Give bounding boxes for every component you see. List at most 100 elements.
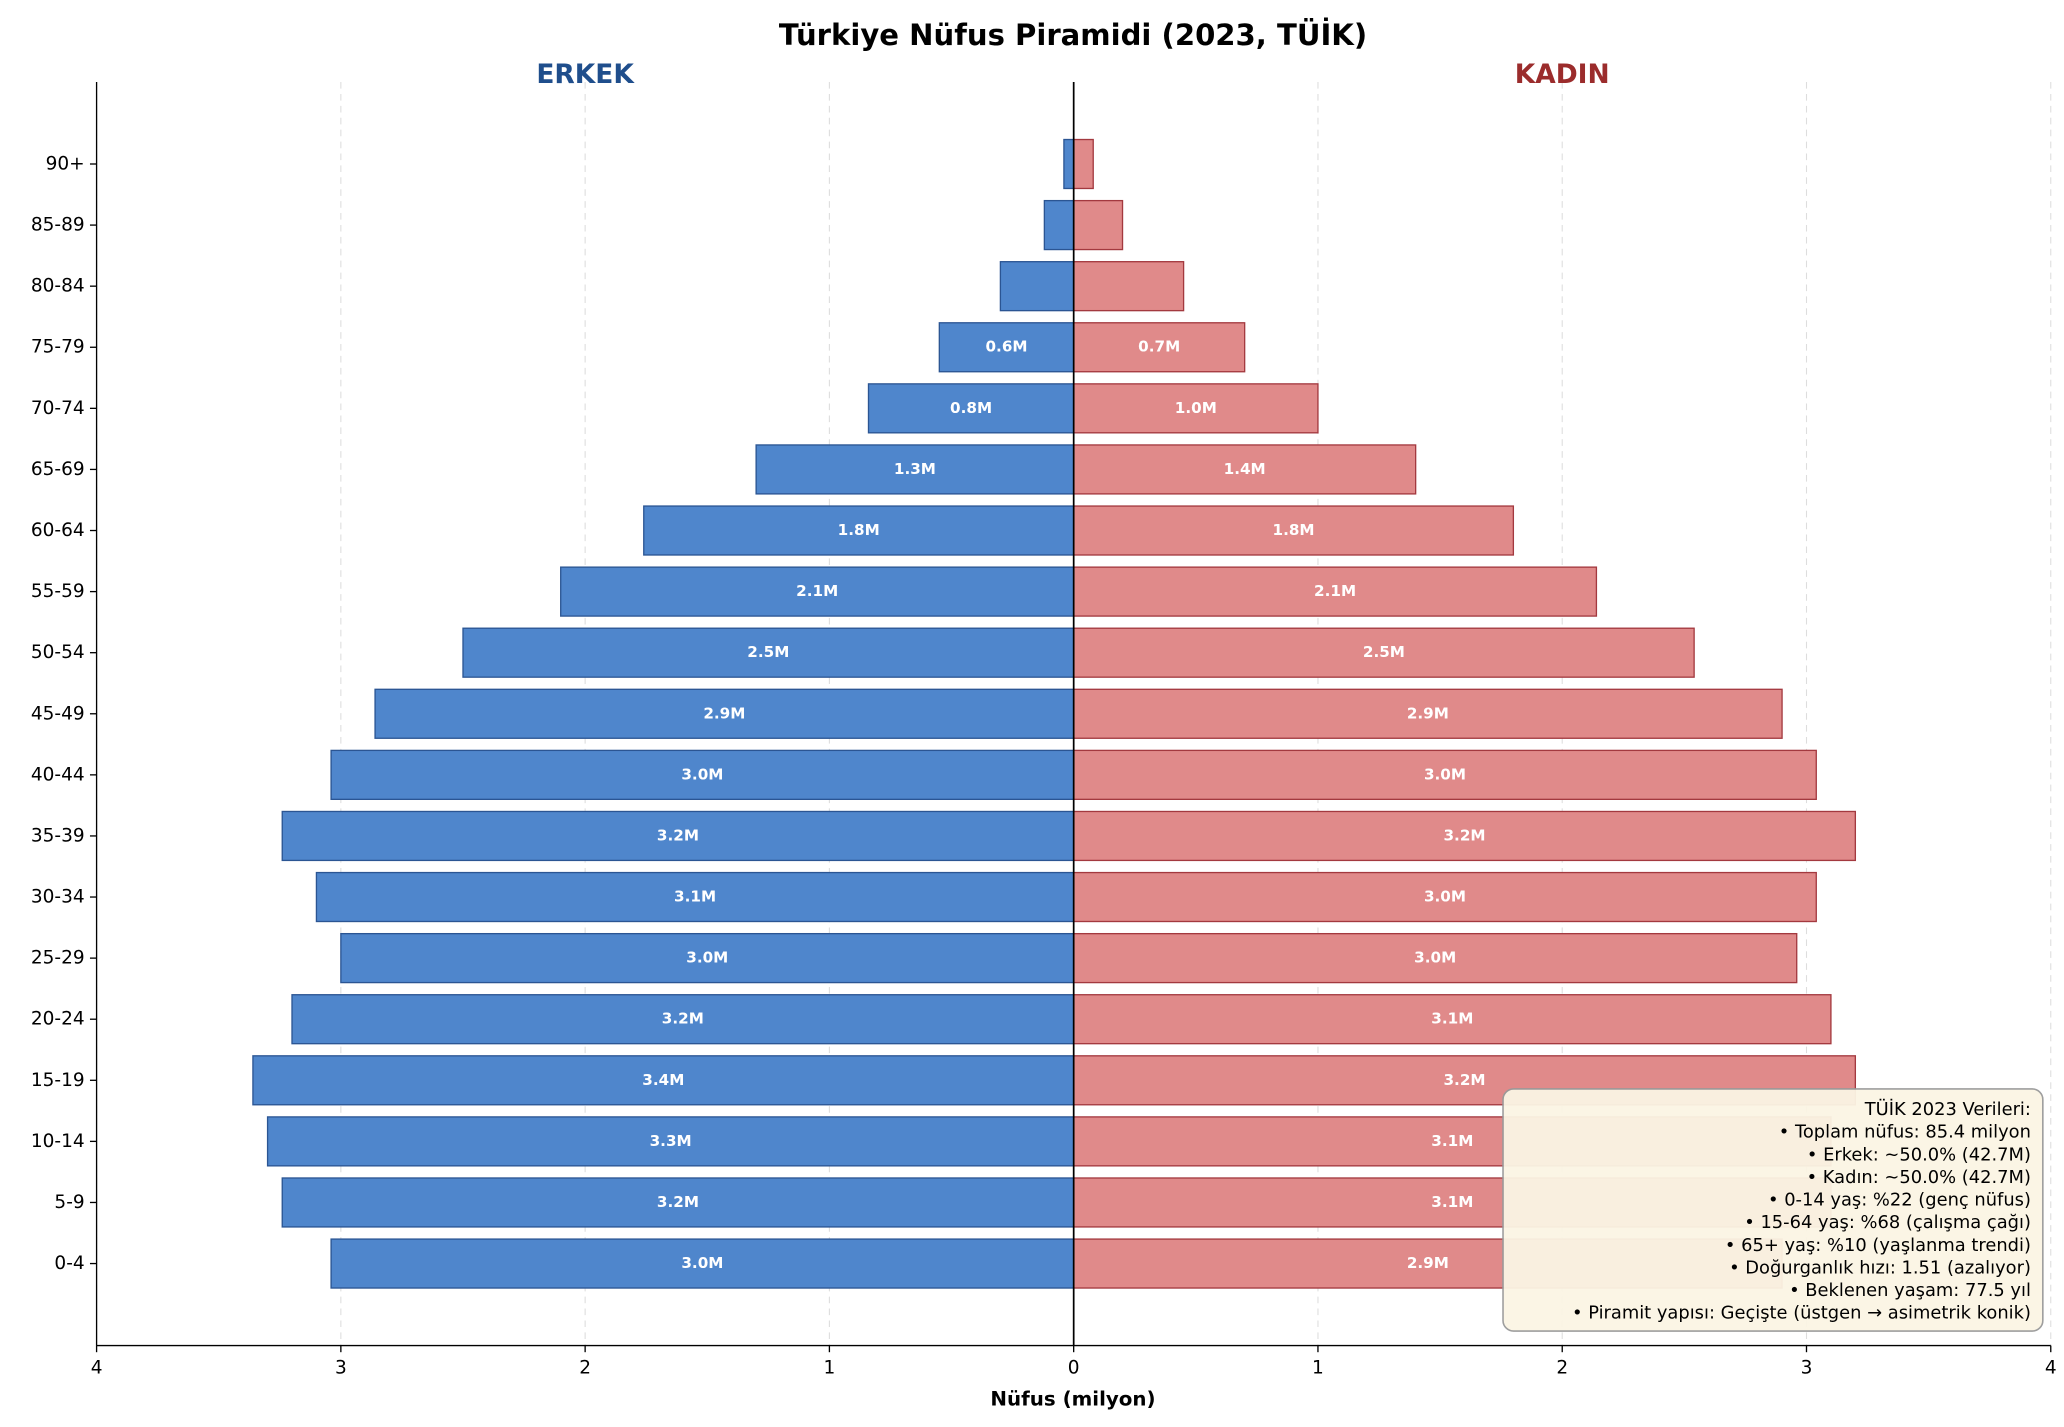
- y-tick-label: 40-44: [31, 764, 85, 785]
- bar: [1043, 199, 1075, 251]
- bar: [1063, 138, 1075, 190]
- bar-label: 3.2M: [662, 1010, 704, 1028]
- y-tick-label: 15-19: [31, 1070, 85, 1091]
- bar-label: 3.3M: [650, 1132, 692, 1150]
- bar: [1073, 932, 1798, 984]
- bar-label: 3.4M: [642, 1071, 684, 1089]
- info-line: • 15-64 yaş: %68 (çalışma çağı): [1744, 1212, 2031, 1233]
- series-header: ERKEK: [536, 59, 635, 90]
- info-line: • 65+ yaş: %10 (yaşlanma trendi): [1725, 1235, 2031, 1256]
- bar-label: 3.0M: [1424, 765, 1466, 783]
- bar: [330, 749, 1075, 801]
- bar: [1073, 444, 1417, 495]
- bar-label: 3.2M: [1443, 826, 1485, 844]
- bar: [1073, 322, 1246, 373]
- x-tick-label: 1: [824, 1358, 836, 1379]
- info-title: TÜİK 2023 Verileri:: [1864, 1098, 2031, 1120]
- y-tick-label: 60-64: [31, 520, 85, 541]
- x-tick-label: 2: [579, 1358, 591, 1379]
- bar: [374, 688, 1075, 739]
- bar-label: 3.2M: [657, 826, 699, 844]
- y-tick-label: 10-14: [31, 1131, 85, 1152]
- info-line: • Beklenen yaşam: 77.5 yıl: [1789, 1280, 2031, 1301]
- bar: [643, 505, 1075, 556]
- x-axis-label: Nüfus (milyon): [990, 1387, 1155, 1410]
- bar: [755, 444, 1075, 495]
- bar: [315, 871, 1075, 923]
- bar: [291, 994, 1075, 1045]
- series-header: KADIN: [1515, 59, 1610, 90]
- bar: [462, 627, 1075, 678]
- bar: [560, 566, 1075, 617]
- bar-label: 3.1M: [1431, 1193, 1473, 1211]
- x-tick-label: 3: [335, 1358, 347, 1379]
- y-tick-label: 90+: [46, 153, 85, 174]
- bar: [330, 1238, 1075, 1289]
- y-tick-label: 5-9: [54, 1192, 84, 1213]
- bar: [340, 932, 1075, 984]
- bar: [1073, 199, 1124, 251]
- bar-label: 1.8M: [1272, 521, 1314, 539]
- bar-label: 0.6M: [985, 338, 1027, 356]
- bar-label: 2.1M: [796, 582, 838, 600]
- bar: [281, 810, 1075, 862]
- bar-label: 3.1M: [1431, 1010, 1473, 1028]
- bar: [1073, 994, 1832, 1045]
- bar-label: 2.5M: [1363, 643, 1405, 661]
- y-tick-label: 65-69: [31, 459, 85, 480]
- bar-label: 3.2M: [657, 1193, 699, 1211]
- info-line: • Erkek: ~50.0% (42.7M): [1807, 1144, 2031, 1165]
- bar-label: 2.9M: [1407, 1254, 1449, 1272]
- bar-label: 2.9M: [1407, 704, 1449, 722]
- x-tick-label: 1: [1312, 1358, 1324, 1379]
- bar: [1073, 810, 1857, 862]
- bar-label: 3.0M: [681, 765, 723, 783]
- x-tick-label: 4: [91, 1358, 103, 1379]
- bar: [266, 1116, 1075, 1167]
- bar: [938, 322, 1075, 373]
- bar-label: 3.1M: [1431, 1132, 1473, 1150]
- y-tick-label: 75-79: [31, 337, 85, 358]
- bar: [1073, 566, 1598, 617]
- bar: [1073, 261, 1185, 312]
- y-tick-label: 80-84: [31, 276, 85, 297]
- y-tick-label: 0-4: [54, 1253, 84, 1274]
- y-tick-label: 50-54: [31, 642, 85, 663]
- bar-label: 1.4M: [1224, 460, 1266, 478]
- y-tick-label: 35-39: [31, 825, 85, 846]
- chart-title: Türkiye Nüfus Piramidi (2023, TÜİK): [779, 18, 1367, 52]
- x-tick-label: 4: [2045, 1358, 2057, 1379]
- bar-label: 1.3M: [894, 460, 936, 478]
- info-line: • 0-14 yaş: %22 (genç nüfus): [1768, 1190, 2031, 1211]
- x-tick-label: 3: [1801, 1358, 1813, 1379]
- info-box: [1502, 1088, 2044, 1332]
- bar: [1073, 383, 1319, 434]
- x-tick-label: 0: [1068, 1358, 1080, 1379]
- y-tick-label: 85-89: [31, 215, 85, 236]
- info-line: • Kadın: ~50.0% (42.7M): [1807, 1167, 2031, 1188]
- info-line: • Toplam nüfus: 85.4 milyon: [1779, 1122, 2031, 1143]
- y-tick-label: 55-59: [31, 581, 85, 602]
- bar-label: 2.1M: [1314, 582, 1356, 600]
- bar-label: 3.2M: [1443, 1071, 1485, 1089]
- y-tick-label: 25-29: [31, 948, 85, 969]
- info-line: • Piramit yapısı: Geçişte (üstgen → asim…: [1572, 1303, 2031, 1324]
- bar: [281, 1177, 1075, 1228]
- info-line: • Doğurganlık hızı: 1.51 (azalıyor): [1729, 1257, 2031, 1278]
- bar-label: 3.0M: [686, 949, 728, 967]
- bar: [999, 261, 1075, 312]
- bar-label: 3.0M: [1414, 949, 1456, 967]
- bar-label: 3.1M: [674, 888, 716, 906]
- bar-label: 3.0M: [1424, 888, 1466, 906]
- bar-label: 2.9M: [703, 704, 745, 722]
- y-tick-label: 30-34: [31, 887, 85, 908]
- bar-label: 1.0M: [1175, 399, 1217, 417]
- bar: [1073, 627, 1695, 678]
- bar-label: 3.0M: [681, 1254, 723, 1272]
- bar: [1073, 688, 1783, 739]
- bar-label: 0.8M: [950, 399, 992, 417]
- y-tick-label: 45-49: [31, 703, 85, 724]
- x-tick-label: 2: [1556, 1358, 1568, 1379]
- bar: [1073, 138, 1094, 190]
